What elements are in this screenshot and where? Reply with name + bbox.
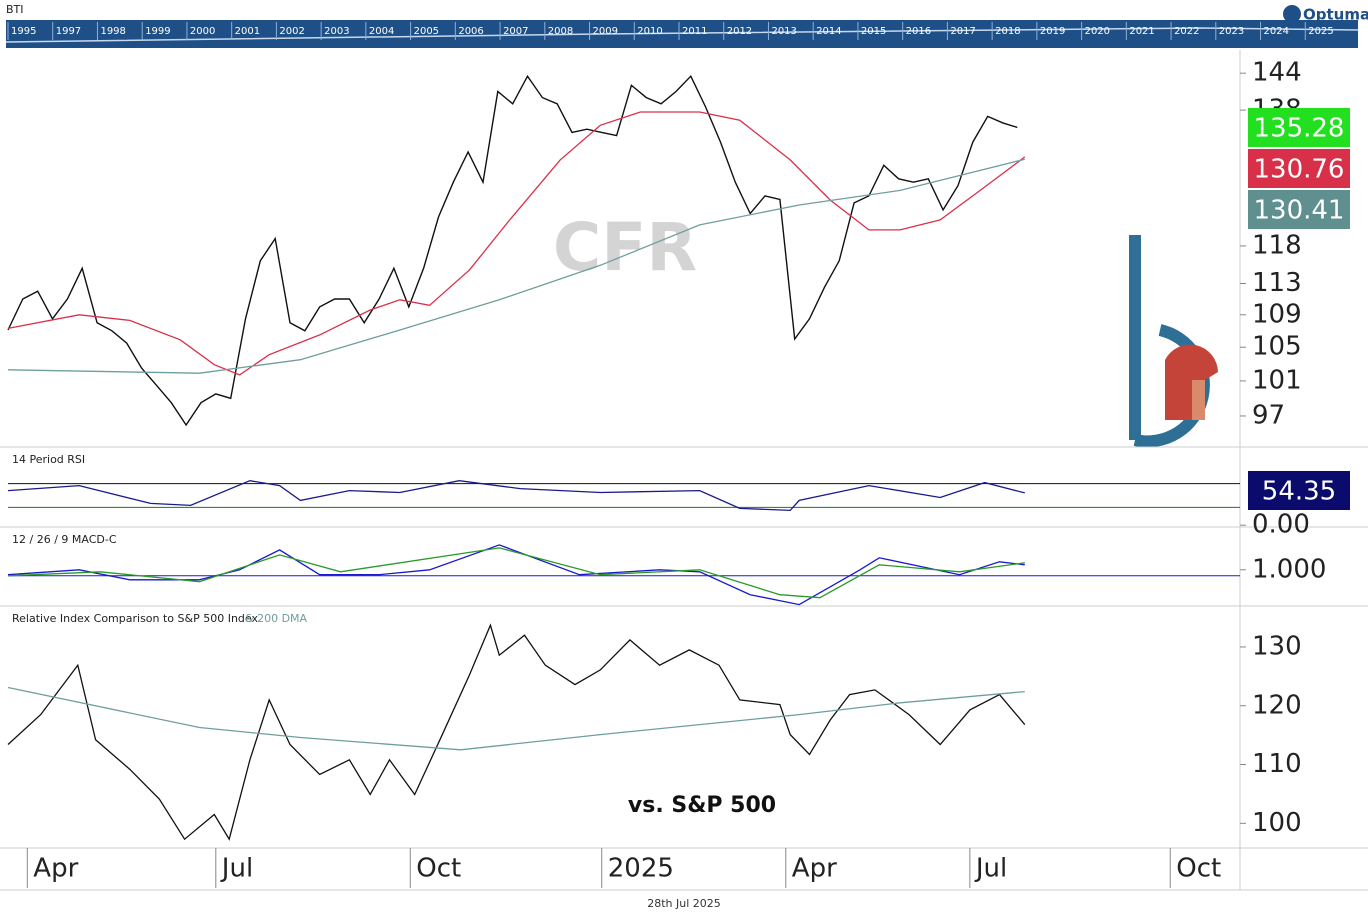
panel-title: 12 / 26 / 9 MACD-C xyxy=(12,533,117,546)
y-tick-label: 1.000 xyxy=(1252,554,1326,584)
y-tick-label: 0.00 xyxy=(1252,510,1310,540)
value-badge xyxy=(1248,471,1350,510)
navigator-year: 2024 xyxy=(1264,26,1289,37)
navigator-year: 1999 xyxy=(145,26,170,37)
x-tick-label: 2025 xyxy=(608,854,674,884)
watermark-logo xyxy=(1129,235,1218,448)
navigator-year: 1998 xyxy=(100,26,125,37)
series-line xyxy=(7,686,1025,751)
navigator-year: 2013 xyxy=(771,26,796,37)
navigator-year: 2001 xyxy=(235,26,260,37)
y-tick-label: 105 xyxy=(1252,332,1302,362)
navigator-year: 2023 xyxy=(1219,26,1244,37)
brand: Optuma xyxy=(1303,6,1368,24)
series-line xyxy=(7,623,1026,841)
navigator-year: 2008 xyxy=(548,26,573,37)
annotation: vs. S&P 500 xyxy=(628,793,776,818)
navigator-year: 2021 xyxy=(1129,26,1154,37)
y-tick-label: 97 xyxy=(1252,400,1285,430)
navigator-year: 2017 xyxy=(950,26,975,37)
navigator-year: 2014 xyxy=(816,26,841,37)
y-tick-label: 100 xyxy=(1252,808,1302,838)
y-tick-label: 109 xyxy=(1252,299,1302,329)
y-tick-label: 130 xyxy=(1252,631,1302,661)
navigator-year: 2025 xyxy=(1308,26,1333,37)
y-tick-label: 113 xyxy=(1252,268,1302,298)
navigator-year: 2020 xyxy=(1085,26,1110,37)
x-tick-label: Jul xyxy=(974,854,1007,884)
series-line xyxy=(7,547,1025,599)
y-tick-label: 120 xyxy=(1252,690,1302,720)
panel-title: 14 Period RSI xyxy=(12,453,85,466)
navigator-year: 2003 xyxy=(324,26,349,37)
x-tick-label: Apr xyxy=(792,854,837,884)
series-line xyxy=(7,480,1025,512)
y-tick-label: 118 xyxy=(1252,230,1302,260)
navigator-year: 2019 xyxy=(1040,26,1065,37)
series-line xyxy=(7,111,1026,376)
navigator-year: 2000 xyxy=(190,26,215,37)
x-tick-label: Jul xyxy=(220,854,253,884)
x-tick-label: Apr xyxy=(33,854,78,884)
navigator-year: 2010 xyxy=(637,26,662,37)
navigator-year: 1995 xyxy=(11,26,36,37)
navigator-year: 2005 xyxy=(414,26,439,37)
series-line xyxy=(7,158,1025,374)
navigator-year: 2009 xyxy=(593,26,618,37)
navigator-year: 2018 xyxy=(995,26,1020,37)
value-badge xyxy=(1248,149,1350,188)
value-badge xyxy=(1248,108,1350,147)
value-badge-label: 135.28 xyxy=(1254,114,1345,144)
x-tick-label: Oct xyxy=(1176,854,1221,884)
navigator-year: 2004 xyxy=(369,26,394,37)
value-badge-label: 130.76 xyxy=(1254,155,1345,185)
value-badge-label: 130.41 xyxy=(1254,196,1345,226)
series-line xyxy=(7,74,1018,427)
y-tick-label: 101 xyxy=(1252,365,1302,395)
navigator-year: 2012 xyxy=(727,26,752,37)
value-badge-label: 54.35 xyxy=(1262,477,1336,507)
y-tick-label: 110 xyxy=(1252,749,1302,779)
navigator-year: 2007 xyxy=(503,26,528,37)
navigator-year: 2011 xyxy=(682,26,707,37)
legend-entry: & 200 DMA xyxy=(245,612,308,625)
footer-date: 28th Jul 2025 xyxy=(647,897,721,910)
navigator-year: 1997 xyxy=(56,26,81,37)
value-badge xyxy=(1248,190,1350,229)
navigator-year: 2015 xyxy=(861,26,886,37)
symbol: BTI xyxy=(6,3,24,16)
navigator-line xyxy=(5,27,1359,43)
navigator-year: 2016 xyxy=(906,26,931,37)
x-tick-label: Oct xyxy=(416,854,461,884)
navigator-year: 2006 xyxy=(458,26,483,37)
brand-logo xyxy=(1283,5,1301,23)
panel-title: Relative Index Comparison to S&P 500 Ind… xyxy=(12,612,258,625)
series-line xyxy=(7,544,1025,606)
navigator-year: 2022 xyxy=(1174,26,1199,37)
y-tick-label: 144 xyxy=(1252,58,1302,88)
navigator-year: 2002 xyxy=(279,26,304,37)
